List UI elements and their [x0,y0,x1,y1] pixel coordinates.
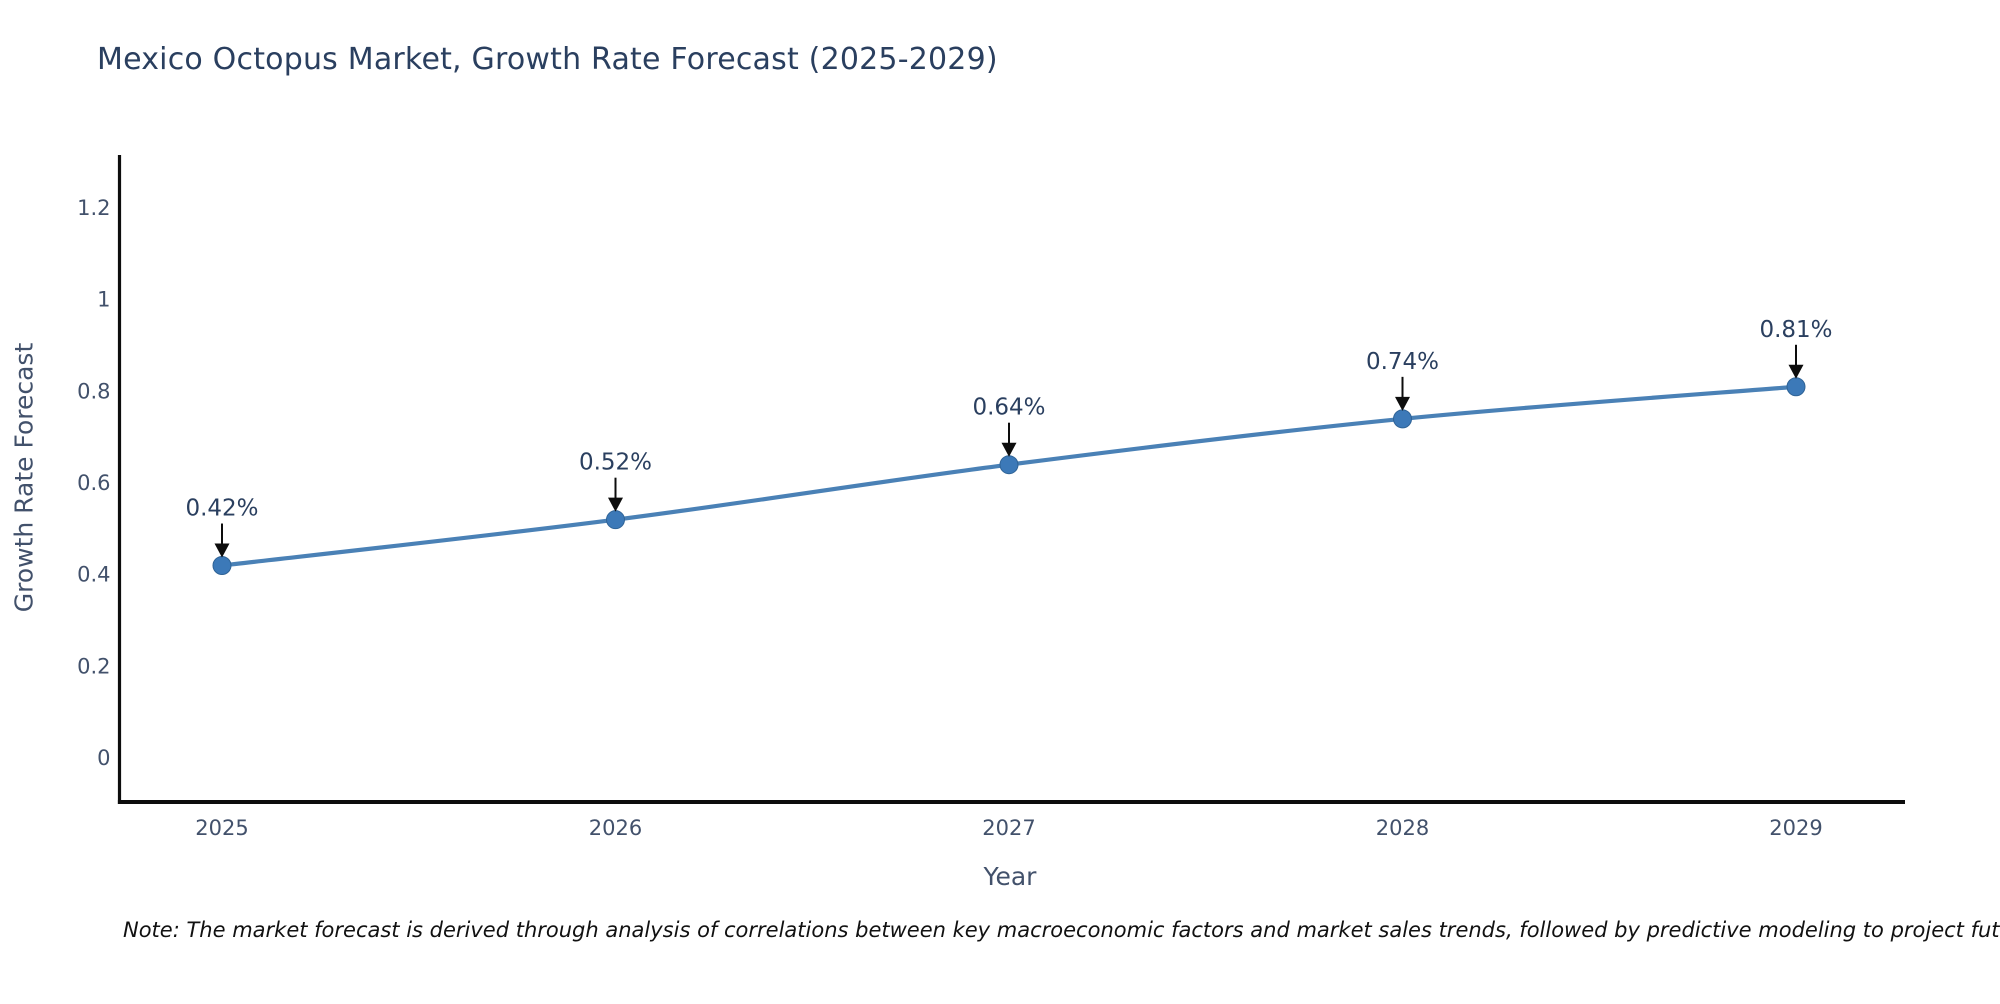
annotation-arrow-head [1395,396,1410,411]
data-point-marker [1393,409,1412,429]
annotation-arrow-head [214,543,230,558]
x-tick-label: 2027 [982,816,1035,840]
data-point-marker [606,510,625,530]
annotation-label: 0.74% [1366,349,1439,375]
annotation-label: 0.64% [972,395,1045,421]
y-tick-label: 0.4 [77,563,110,587]
y-tick-label: 1 [97,288,110,312]
annotation-arrow-head [608,497,623,512]
chart-title: Mexico Octopus Market, Growth Rate Forec… [97,42,998,77]
y-tick-label: 0.6 [77,471,110,495]
annotation-label: 0.52% [579,450,652,476]
data-point-marker [212,556,232,576]
y-tick-label: 1.2 [77,196,110,220]
data-point-marker [1786,377,1806,397]
y-tick-label: 0.8 [77,379,110,403]
annotation-label: 0.81% [1759,317,1832,343]
y-axis-title: Growth Rate Forecast [9,342,39,613]
data-point-marker [999,455,1019,475]
x-tick-label: 2028 [1376,816,1429,840]
annotation-label: 0.42% [185,496,258,522]
x-tick-label: 2026 [589,816,642,840]
x-tick-label: 2025 [195,816,248,840]
x-tick-label: 2029 [1769,816,1822,840]
y-tick-label: 0 [97,746,110,770]
note-text: Note: The market forecast is derived thr… [123,918,2000,942]
annotation-arrow-head [1788,364,1804,379]
annotation-arrow-head [1001,442,1017,457]
y-tick-label: 0.2 [77,654,110,678]
x-axis-title: Year [983,862,1037,891]
